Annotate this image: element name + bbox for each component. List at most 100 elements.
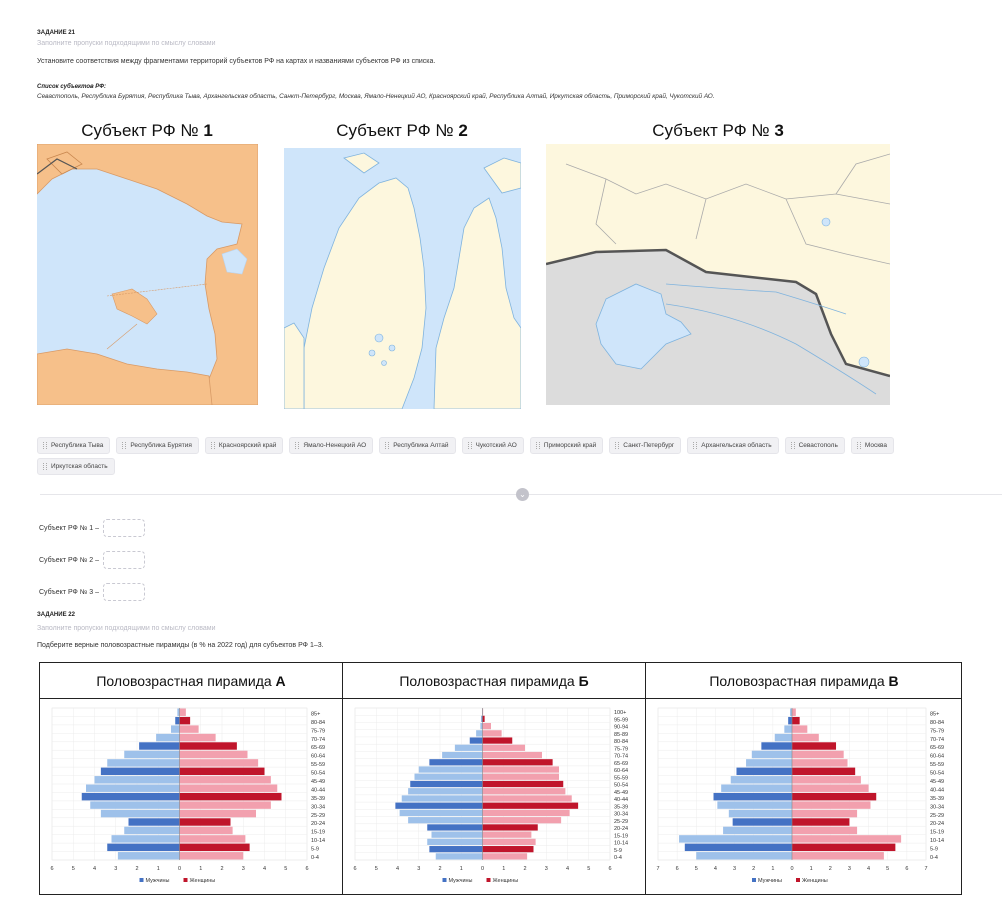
women-bar (482, 766, 559, 773)
answer-chip[interactable]: Красноярский край (204, 437, 284, 454)
men-bar (454, 744, 483, 751)
age-group-label: 15-19 (930, 830, 944, 836)
drag-handle-icon (295, 442, 300, 449)
x-tick-label: 4 (93, 866, 96, 872)
pyramid-a-title: Половозрастная пирамида А (40, 663, 342, 699)
women-bar (482, 708, 484, 715)
men-bar (728, 809, 792, 818)
women-bar (179, 733, 216, 742)
men-bar (469, 737, 483, 744)
legend-women-label: Женщины (190, 878, 216, 884)
x-tick-label: 1 (157, 866, 160, 872)
x-tick-label: 3 (417, 866, 420, 872)
men-bar (788, 716, 792, 725)
x-tick-label: 7 (656, 866, 659, 872)
men-bar (81, 792, 180, 801)
women-bar (792, 759, 848, 767)
x-tick-label: 2 (829, 866, 832, 872)
age-group-label: 20-24 (614, 826, 628, 832)
pyramid-c-chart: 7 6 5 4 3 2 1 0 1 2 3 4 5 6 70-45-910-1415-1920-2425-2… (656, 707, 944, 884)
men-bar (732, 818, 792, 826)
x-tick-label: 6 (676, 866, 679, 872)
men-bar (481, 715, 483, 722)
age-group-label: 10-14 (930, 838, 944, 844)
men-bar (442, 751, 483, 759)
answer-chip-label: Архангельская область (701, 442, 772, 449)
women-bar (179, 809, 256, 818)
legend-men-swatch (442, 878, 447, 882)
x-tick-label: 2 (752, 866, 755, 872)
men-bar (717, 801, 792, 809)
age-group-label: 70-74 (930, 737, 944, 743)
age-group-label: 35-39 (311, 796, 325, 802)
drag-handle-icon (385, 442, 390, 449)
drag-handle-icon (210, 442, 215, 449)
answer-chip-label: Севастополь (798, 442, 838, 449)
men-bar (751, 750, 792, 759)
task22-hint: Заполните пропуски подходящими по смыслу… (37, 625, 216, 632)
x-tick-label: 1 (502, 866, 505, 872)
x-tick-label: 4 (263, 866, 266, 872)
men-bar (177, 708, 180, 716)
women-bar (482, 795, 572, 802)
men-bar (696, 852, 792, 860)
age-group-label: 85+ (930, 711, 939, 717)
map-3-image (546, 144, 890, 405)
answer-label-2: Субъект РФ № 2 – (39, 556, 100, 564)
men-bar (721, 784, 792, 792)
answer-chip[interactable]: Санкт-Петербург (609, 437, 682, 454)
women-bar (482, 759, 553, 766)
answer-chip[interactable]: Чукотский АО (461, 437, 524, 454)
answer-drop-zone-1[interactable] (103, 519, 146, 537)
men-bar (746, 759, 792, 767)
age-group-label: 40-44 (311, 787, 325, 793)
drag-handle-icon (535, 442, 540, 449)
age-group-label: 5-9 (614, 848, 622, 854)
answer-chip[interactable]: Республика Тыва (37, 437, 111, 454)
answer-row-2: Субъект РФ № 2 – (39, 551, 146, 569)
answer-chip[interactable]: Иркутская область (37, 458, 115, 475)
answer-chip[interactable]: Республика Бурятия (116, 437, 199, 454)
men-bar (790, 708, 792, 716)
women-bar (179, 750, 248, 759)
legend-women-label: Женщины (493, 878, 519, 884)
x-tick-label: 5 (72, 866, 75, 872)
age-group-label: 95-99 (614, 717, 628, 723)
legend-women-swatch (486, 878, 491, 882)
pyramid-c-title: Половозрастная пирамида В (646, 663, 962, 699)
answer-chip[interactable]: Приморский край (529, 437, 604, 454)
women-bar (792, 835, 902, 843)
answer-drop-zone-2[interactable] (103, 551, 146, 569)
answer-chip-label: Приморский край (543, 442, 597, 449)
age-group-label: 70-74 (614, 754, 628, 760)
drag-handle-icon (43, 463, 47, 470)
answer-chip[interactable]: Архангельская область (687, 437, 779, 454)
age-group-label: 35-39 (614, 804, 628, 810)
answer-chip[interactable]: Москва (850, 437, 895, 454)
map-1-title: Субъект РФ № 1 (81, 121, 213, 140)
answer-row-3: Субъект РФ № 3 – (39, 583, 146, 601)
men-bar (111, 835, 180, 843)
x-tick-label: 5 (375, 866, 378, 872)
women-bar (482, 788, 566, 795)
women-bar (482, 715, 485, 722)
age-group-label: 30-34 (311, 804, 325, 810)
answer-chip[interactable]: Республика Алтай (379, 437, 456, 454)
answer-chip[interactable]: Ямало-Ненецкий АО (289, 437, 374, 454)
x-tick-label: 2 (135, 866, 138, 872)
women-bar (482, 744, 525, 751)
answer-drop-zone-3[interactable] (103, 583, 146, 601)
answer-chip[interactable]: Севастополь (784, 437, 845, 454)
women-bar (179, 708, 186, 716)
women-bar (482, 751, 542, 759)
answer-label-3: Субъект РФ № 3 – (39, 588, 100, 596)
x-tick-label: 6 (50, 866, 53, 872)
men-bar (784, 725, 792, 733)
age-group-label: 0-4 (930, 855, 938, 861)
age-group-label: 80-84 (614, 739, 628, 745)
age-group-label: 75-79 (311, 728, 325, 734)
women-bar (792, 826, 858, 835)
down-arrow-icon[interactable]: ⌄ (516, 488, 529, 501)
men-bar (139, 742, 180, 750)
age-group-label: 45-49 (311, 779, 325, 785)
